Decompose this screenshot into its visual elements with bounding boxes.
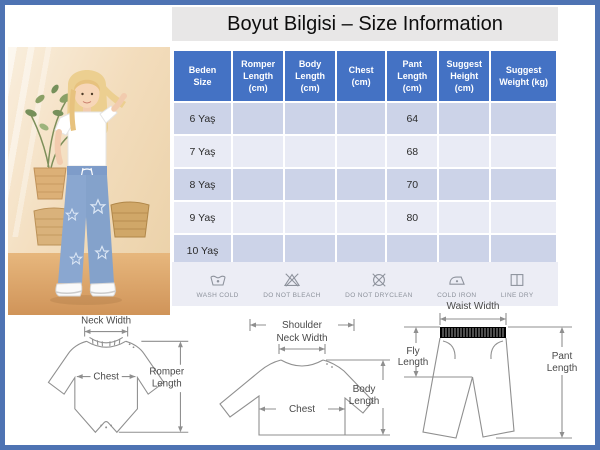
care-item-line-dry: LINE DRY [501, 270, 534, 299]
size-cell: 10 Yaş [174, 235, 231, 266]
pants-fly-length-label: Length [398, 357, 429, 368]
col-header-suggest-weight: Suggest Weight (kg) [491, 51, 556, 101]
romper-neck-width-label: Neck Width [81, 316, 131, 327]
value-cell [232, 103, 284, 134]
size-cell: 7 Yaş [174, 136, 231, 167]
care-label: WASH COLD [196, 291, 239, 299]
value-cell [336, 136, 386, 167]
care-item-wash-cold: WASH COLD [196, 270, 238, 299]
table-row: 8 Yaş 70 [174, 169, 556, 200]
shirt-body-length-label: Length [349, 396, 380, 407]
value-cell: 70 [387, 169, 438, 200]
care-label: LINE DRY [500, 291, 534, 299]
romper-length-label: Length [152, 378, 182, 389]
care-item-do-not-dryclean: DO NOT DRYCLEAN [345, 270, 413, 299]
care-label: DO NOT DRYCLEAN [345, 291, 413, 299]
care-label: COLD IRON [437, 291, 477, 299]
value-cell [336, 202, 386, 233]
value-cell [285, 202, 335, 233]
value-cell [232, 169, 284, 200]
value-cell [285, 136, 335, 167]
line-dry-icon [510, 273, 524, 286]
value-cell [336, 169, 386, 200]
header-row: Beden Size Romper Length (cm) Body Lengt… [174, 51, 556, 101]
value-cell [232, 136, 284, 167]
col-header-romper-length: Romper Length (cm) [232, 51, 284, 101]
value-cell [439, 235, 490, 266]
shirt-measurement-diagram: Shoulder Neck Width Chest Body Length [219, 319, 390, 436]
shirt-body-length-label: Body [353, 384, 376, 395]
table-row: 6 Yaş 64 [174, 103, 556, 134]
col-header-suggest-height: Suggest Height (cm) [439, 51, 490, 101]
value-cell [491, 136, 556, 167]
value-cell [285, 235, 335, 266]
table-row: 7 Yaş 68 [174, 136, 556, 167]
value-cell [439, 103, 490, 134]
girl-illustration [25, 70, 150, 305]
size-cell: 6 Yaş [174, 103, 231, 134]
value-cell [285, 103, 335, 134]
wash-cold-icon [209, 275, 226, 286]
romper-chest-label: Chest [93, 371, 119, 382]
care-item-cold-iron: COLD IRON [437, 270, 476, 299]
page-title: Boyut Bilgisi – Size Information [172, 7, 558, 41]
value-cell [439, 202, 490, 233]
table-row: 10 Yaş [174, 235, 556, 266]
value-cell [439, 169, 490, 200]
shirt-neck-width-label: Neck Width [276, 333, 327, 344]
size-cell: 8 Yaş [174, 169, 231, 200]
shirt-chest-label: Chest [289, 404, 315, 415]
col-header-pant-length: Pant Length (cm) [387, 51, 438, 101]
romper-measurement-diagram: Neck Width Chest Romper Length [47, 316, 189, 434]
value-cell [491, 235, 556, 266]
pants-fly-length-label: Fly [406, 346, 419, 357]
product-photo [8, 47, 170, 315]
col-header-beden-size: Beden Size [174, 51, 231, 101]
size-table: Beden Size Romper Length (cm) Body Lengt… [172, 49, 558, 268]
size-cell: 9 Yaş [174, 202, 231, 233]
do-not-bleach-icon [283, 272, 301, 287]
pants-waist-width-label: Waist Width [447, 301, 500, 312]
pants-length-label: Length [547, 363, 578, 374]
girl [54, 70, 127, 297]
cold-iron-icon [449, 276, 465, 285]
value-cell [232, 202, 284, 233]
value-cell: 68 [387, 136, 438, 167]
value-cell [491, 169, 556, 200]
value-cell [439, 136, 490, 167]
value-cell [232, 235, 284, 266]
pants-measurement-diagram: Waist Width Fly Length Pant Length [398, 301, 578, 439]
pants-length-label: Pant [552, 351, 573, 362]
value-cell [491, 103, 556, 134]
value-cell [336, 235, 386, 266]
value-cell [336, 103, 386, 134]
shirt-shoulder-label: Shoulder [282, 320, 323, 331]
do-not-dryclean-icon [372, 272, 386, 287]
col-header-body-length: Body Length (cm) [285, 51, 335, 101]
value-cell: 64 [387, 103, 438, 134]
value-cell [285, 169, 335, 200]
romper-length-label: Romper [149, 367, 184, 378]
value-cell [387, 235, 438, 266]
value-cell [491, 202, 556, 233]
care-instructions: WASH COLD DO NOT BLEACH DO NOT DRYCLEAN … [172, 262, 558, 306]
care-label: DO NOT BLEACH [263, 291, 321, 299]
table-row: 9 Yaş 80 [174, 202, 556, 233]
col-header-chest: Chest (cm) [336, 51, 386, 101]
care-item-do-not-bleach: DO NOT BLEACH [263, 270, 321, 299]
value-cell: 80 [387, 202, 438, 233]
